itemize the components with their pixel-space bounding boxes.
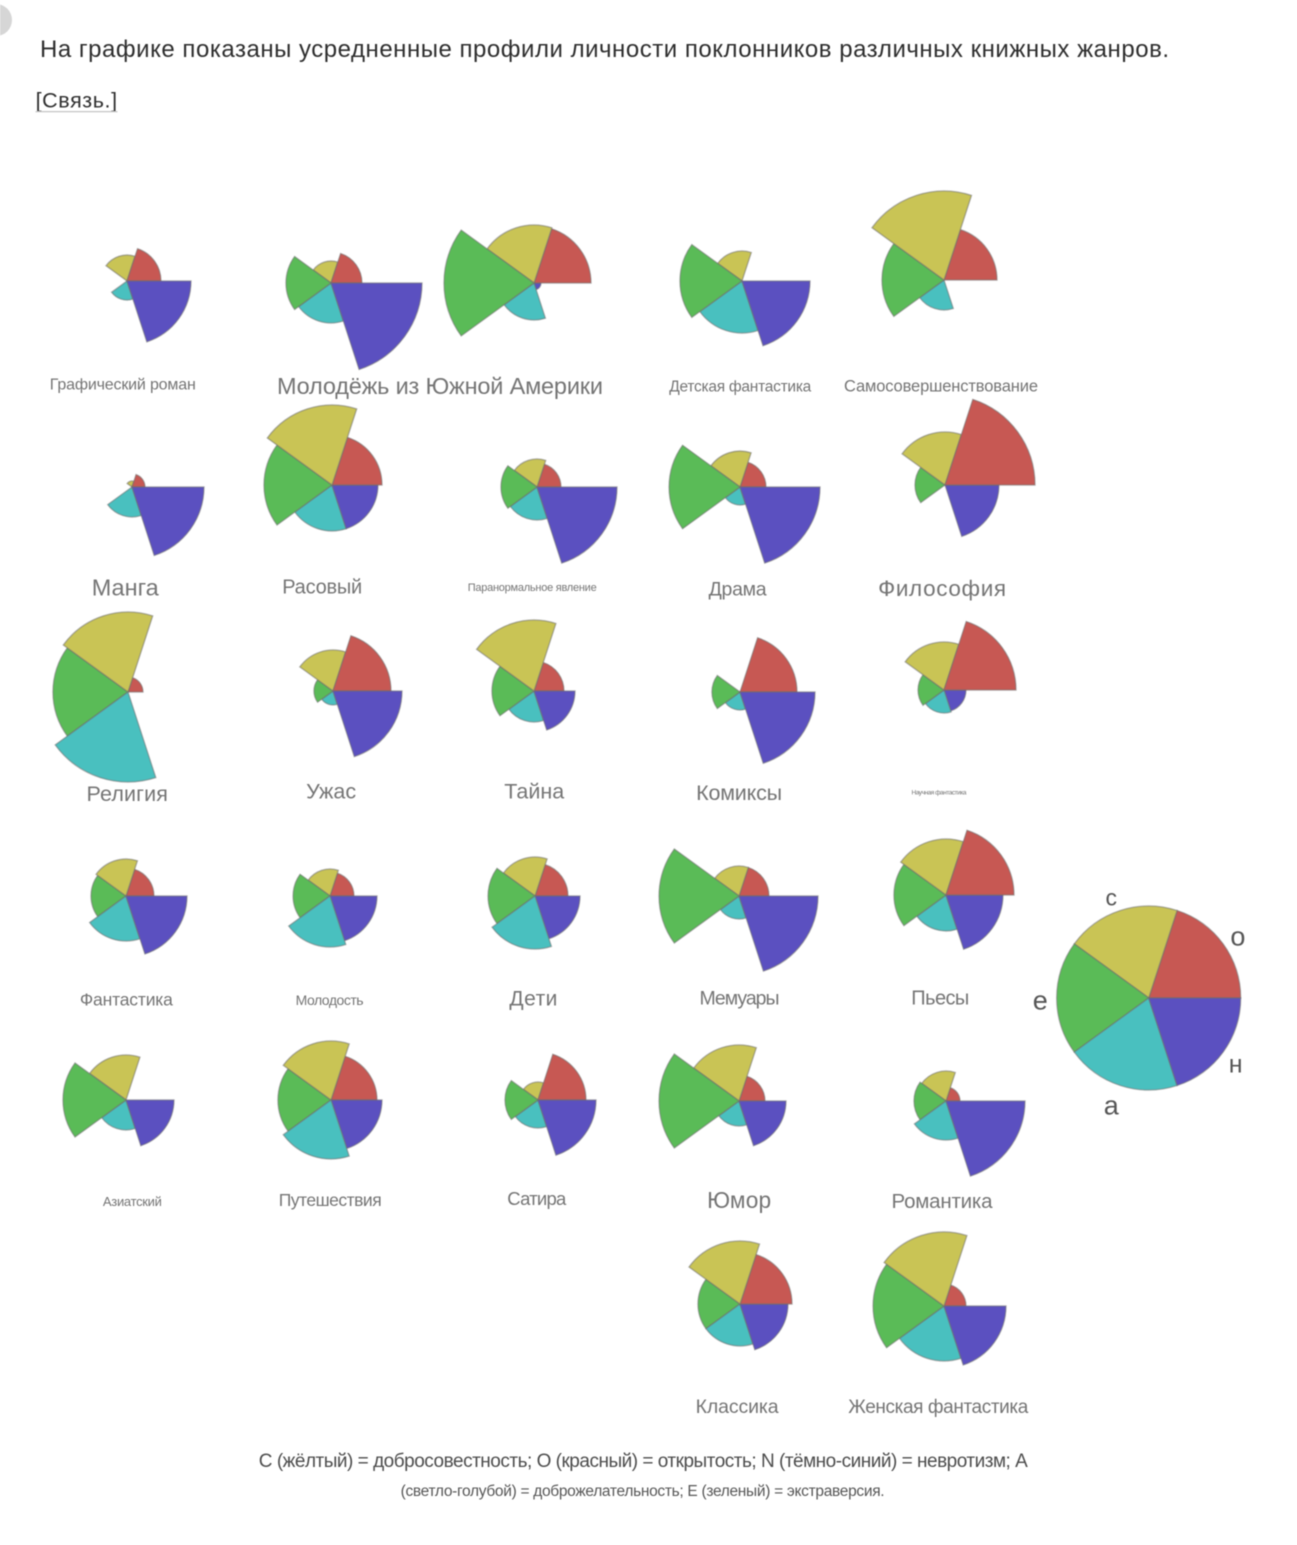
svg-text:Пьесы: Пьесы (911, 987, 969, 1009)
svg-text:Манга: Манга (92, 575, 160, 601)
svg-text:На графике показаны усредненны: На графике показаны усредненные профили … (40, 36, 1169, 63)
svg-text:Философия: Философия (878, 576, 1006, 601)
svg-text:Фантастика: Фантастика (80, 990, 173, 1010)
svg-text:Драма: Драма (709, 578, 767, 600)
svg-text:Научная фантастика: Научная фантастика (912, 789, 967, 796)
svg-text:а: а (1104, 1090, 1120, 1120)
svg-text:с: с (1106, 885, 1118, 911)
svg-text:Женская фантастика: Женская фантастика (848, 1397, 1028, 1418)
svg-text:Сатира: Сатира (507, 1188, 567, 1209)
svg-text:Мемуары: Мемуары (700, 987, 780, 1009)
svg-text:Религия: Религия (86, 782, 168, 806)
svg-text:е: е (1033, 986, 1048, 1016)
svg-text:Графический роман: Графический роман (50, 376, 196, 393)
svg-text:Романтика: Романтика (892, 1190, 994, 1213)
svg-text:Самосовершенствование: Самосовершенствование (844, 378, 1038, 396)
svg-text:н: н (1229, 1051, 1243, 1079)
svg-text:Паранормальное явление: Паранормальное явление (468, 582, 597, 594)
svg-text:Ужас: Ужас (306, 780, 356, 804)
svg-text:Тайна: Тайна (504, 780, 564, 804)
svg-text:Азиатский: Азиатский (103, 1194, 162, 1209)
svg-text:о: о (1230, 922, 1245, 952)
svg-text:[Связь.]: [Связь.] (36, 89, 118, 113)
svg-text:Молодёжь из Южной Америки: Молодёжь из Южной Америки (277, 373, 603, 399)
svg-text:Дети: Дети (509, 987, 557, 1010)
svg-text:Классика: Классика (696, 1396, 779, 1418)
svg-text:Молодость: Молодость (296, 992, 364, 1008)
svg-text:Детская фантастика: Детская фантастика (669, 378, 811, 395)
svg-text:Комиксы: Комиксы (696, 781, 782, 805)
svg-text:(светло-голубой) = доброжелате: (светло-голубой) = доброжелательность; Е… (401, 1483, 885, 1500)
svg-text:С (жёлтый) = добросовестность;: С (жёлтый) = добросовестность; О (красны… (259, 1451, 1028, 1472)
svg-text:Путешествия: Путешествия (279, 1190, 382, 1210)
svg-text:Юмор: Юмор (707, 1187, 771, 1213)
svg-text:Расовый: Расовый (282, 577, 362, 599)
